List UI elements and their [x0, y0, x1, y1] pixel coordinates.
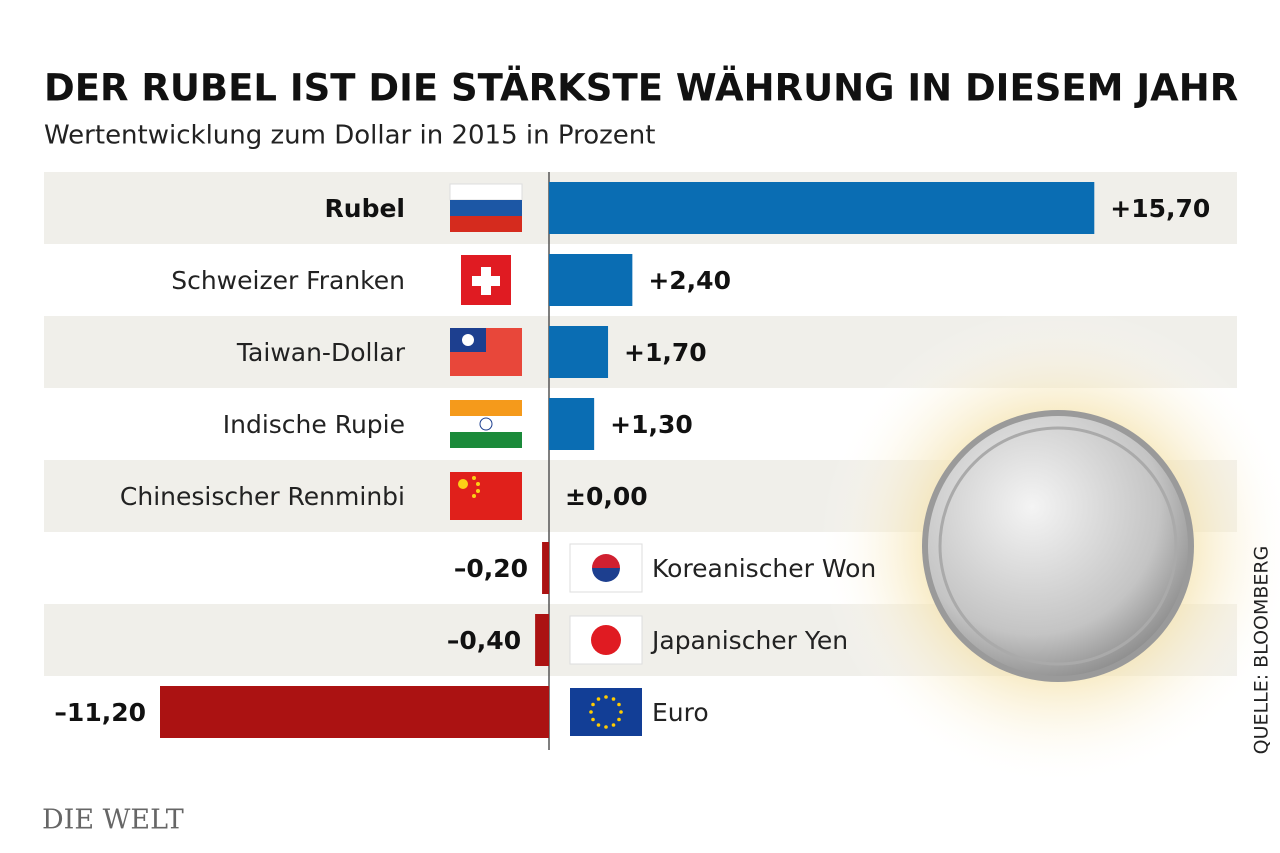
- flag: [591, 625, 621, 655]
- flag: [450, 400, 522, 416]
- flag: [479, 417, 493, 431]
- value-label: +15,70: [1110, 194, 1210, 223]
- value-label: –0,20: [454, 554, 528, 583]
- flag: [472, 494, 476, 498]
- flag: [450, 472, 522, 520]
- bar: [549, 398, 595, 450]
- flag: [569, 543, 643, 593]
- chart-subtitle: Wertentwicklung zum Dollar in 2015 in Pr…: [44, 121, 655, 151]
- flag: [449, 183, 523, 201]
- flag: [569, 615, 643, 665]
- flag: [617, 702, 621, 707]
- flag: [450, 400, 522, 448]
- flag: [450, 432, 522, 448]
- category-label: Taiwan-Dollar: [236, 338, 406, 367]
- flag: [472, 476, 476, 480]
- bar: [542, 542, 549, 594]
- value-label: +2,40: [648, 266, 731, 295]
- bar: [160, 686, 549, 738]
- flag: [617, 717, 621, 722]
- chart-title: DER RUBEL IST DIE STÄRKSTE WÄHRUNG IN DI…: [44, 66, 1238, 110]
- bar: [535, 614, 549, 666]
- flag: [461, 255, 511, 305]
- source: QUELLE: BLOOMBERG: [1251, 546, 1273, 755]
- value-label: ±0,00: [565, 482, 648, 511]
- value-label: +1,70: [624, 338, 707, 367]
- flag: [596, 723, 601, 727]
- bar: [549, 326, 609, 378]
- flag: [449, 183, 523, 232]
- flag: [472, 276, 500, 286]
- category-label: Japanischer Yen: [650, 626, 848, 655]
- flag: [476, 489, 480, 493]
- category-label: Euro: [652, 698, 709, 727]
- flag: [589, 710, 593, 714]
- flag: [591, 717, 595, 722]
- bar: [549, 182, 1095, 234]
- category-label: Chinesischer Renminbi: [120, 482, 405, 511]
- flag: [591, 702, 595, 707]
- flag: [462, 334, 474, 346]
- flag: [592, 554, 620, 568]
- flag: [611, 723, 616, 727]
- value-label: –0,40: [447, 626, 521, 655]
- category-label: Rubel: [325, 194, 405, 223]
- value-label: –11,20: [54, 698, 146, 727]
- flag: [604, 725, 608, 729]
- flag: [604, 695, 608, 699]
- flag: [450, 416, 522, 432]
- flag: [570, 688, 642, 736]
- value-label: +1,30: [610, 410, 693, 439]
- flag: [458, 479, 468, 489]
- flag: [596, 697, 601, 701]
- logo: DIE WELT: [42, 805, 184, 836]
- flag: [592, 568, 620, 582]
- coin: [922, 410, 1194, 682]
- category-label: Schweizer Franken: [171, 266, 405, 295]
- flag: [619, 710, 623, 714]
- category-label: Indische Rupie: [223, 410, 405, 439]
- category-label: Koreanischer Won: [652, 554, 876, 583]
- flag: [450, 216, 522, 232]
- flag: [611, 697, 616, 701]
- flag: [450, 472, 522, 520]
- flag: [450, 200, 522, 216]
- flag: [476, 482, 480, 486]
- bar: [549, 254, 633, 306]
- flag: [450, 328, 522, 376]
